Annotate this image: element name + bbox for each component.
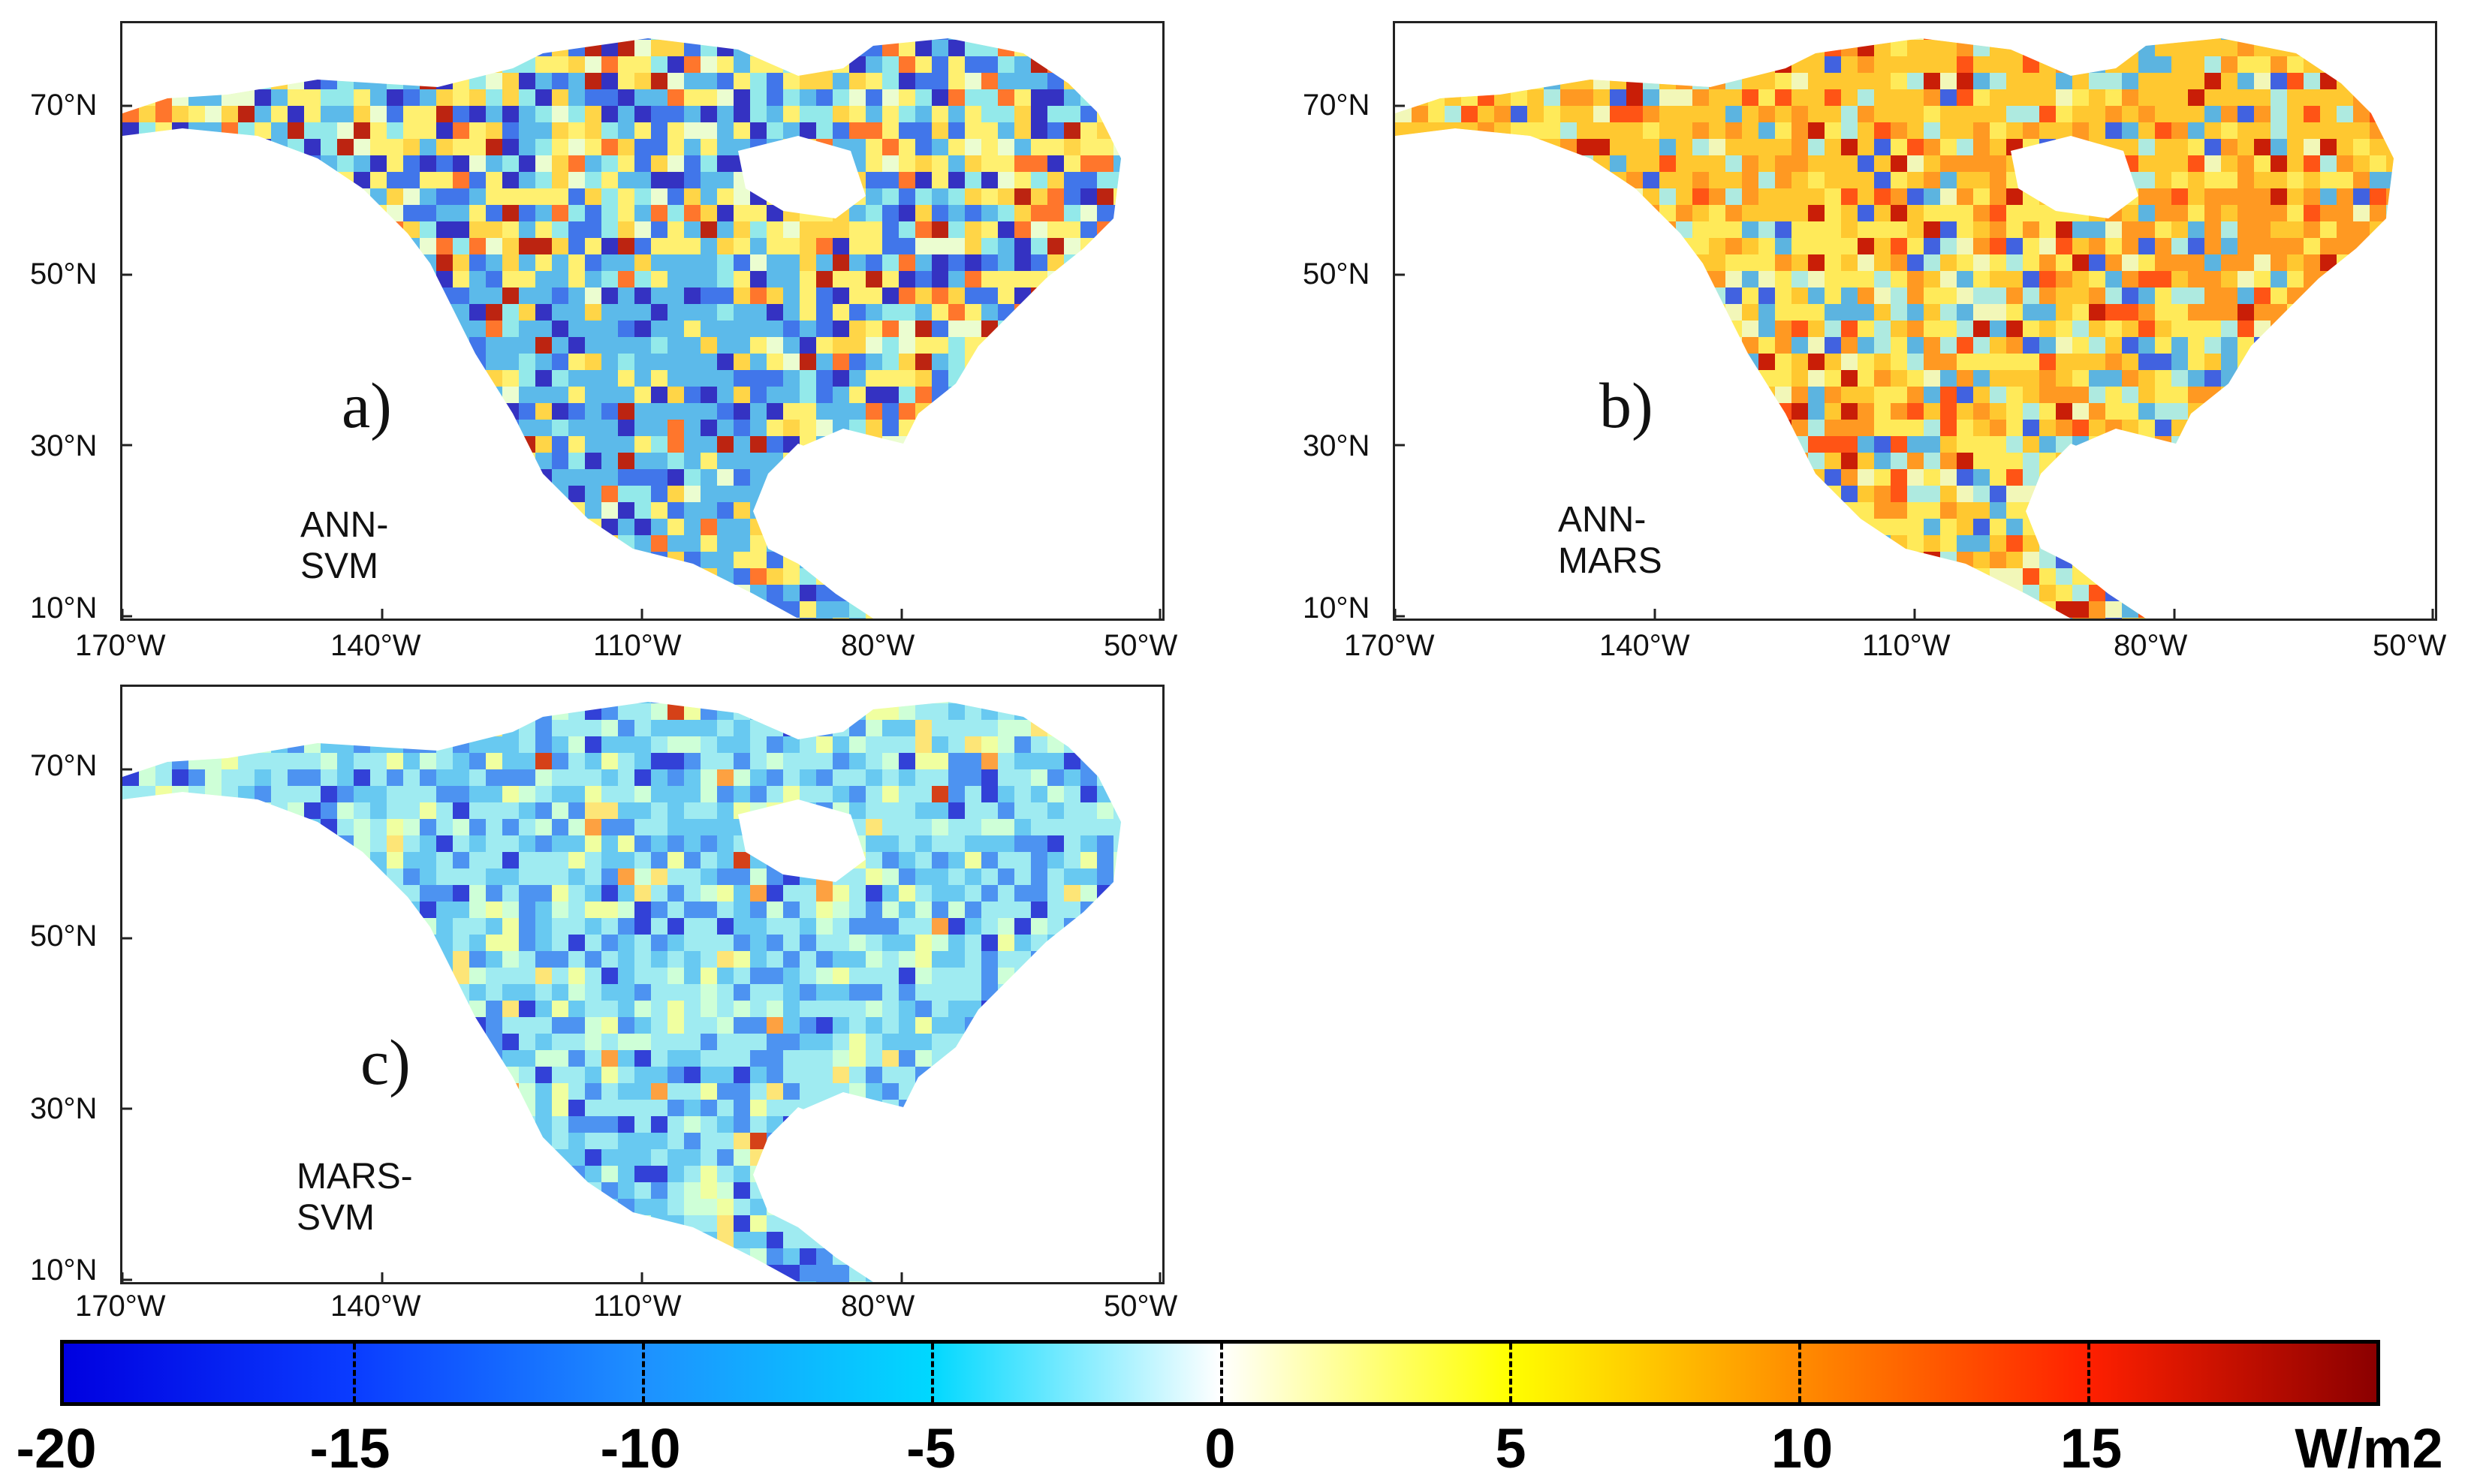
hudson-bay — [738, 799, 866, 882]
lat-label-10-c: 10°N — [30, 1254, 98, 1287]
colorbar-label-neg20: -20 — [16, 1417, 97, 1479]
lon-label-140-b: 140°W — [1599, 629, 1690, 662]
colorbar-divider-2 — [642, 1344, 645, 1402]
map-ann-svm — [120, 21, 1165, 621]
map-c-land — [122, 702, 1121, 1282]
lat-label-30-a: 30°N — [30, 429, 98, 462]
lon-label-50-b: 50°W — [2373, 629, 2447, 662]
panel-a-name: ANN-SVM — [300, 505, 389, 586]
lat-label-70-a: 70°N — [30, 89, 98, 122]
lat-label-70-c: 70°N — [30, 749, 98, 782]
lon-label-140-c: 140°W — [330, 1290, 421, 1323]
lat-label-70-b: 70°N — [1303, 89, 1370, 122]
lon-label-80-c: 80°W — [841, 1290, 915, 1323]
lon-label-110-a: 110°W — [593, 629, 682, 662]
lat-label-30-c: 30°N — [30, 1092, 98, 1125]
gulf-of-mexico — [2063, 429, 2176, 519]
map-c-ticks — [122, 768, 1162, 1282]
lon-label-170-c: 170°W — [75, 1290, 166, 1323]
colorbar-divider-6 — [1798, 1344, 1801, 1402]
gulf-of-mexico — [791, 1092, 903, 1182]
map-b-land — [1395, 38, 2394, 619]
lon-label-140-a: 140°W — [330, 629, 421, 662]
colorbar-divider-3 — [931, 1344, 934, 1402]
lat-label-10-a: 10°N — [30, 591, 98, 625]
lon-label-170-a: 170°W — [75, 629, 166, 662]
colorbar-label-5: 5 — [1495, 1417, 1526, 1479]
colorbar-label-0: 0 — [1204, 1417, 1236, 1479]
lat-label-50-a: 50°N — [30, 257, 98, 290]
panel-b-tag: b) — [1599, 369, 1653, 441]
hudson-bay — [738, 136, 866, 218]
map-a-land — [122, 38, 1121, 619]
map-a-svg — [122, 38, 1162, 619]
hudson-bay — [2011, 136, 2138, 218]
panel-b-name: ANN-MARS — [1558, 500, 1662, 581]
lon-label-80-a: 80°W — [841, 629, 915, 662]
map-a-ticks — [122, 104, 1162, 619]
map-ann-mars — [1393, 21, 2437, 621]
lon-label-170-b: 170°W — [1344, 629, 1435, 662]
colorbar-divider-1 — [353, 1344, 356, 1402]
panel-a-tag: a) — [342, 369, 392, 441]
colorbar-label-neg5: -5 — [906, 1417, 956, 1479]
lon-label-110-b: 110°W — [1862, 629, 1951, 662]
colorbar — [60, 1340, 2380, 1406]
map-c-svg — [122, 702, 1162, 1282]
colorbar-label-neg15: -15 — [309, 1417, 390, 1479]
colorbar-label-10: 10 — [1770, 1417, 1834, 1479]
colorbar-divider-5 — [1509, 1344, 1512, 1402]
map-b-svg — [1395, 38, 2434, 619]
colorbar-label-15: 15 — [2060, 1417, 2123, 1479]
colorbar-unit: W/m2 — [2295, 1417, 2443, 1479]
map-b-ticks — [1395, 104, 2434, 619]
lat-label-30-b: 30°N — [1303, 429, 1370, 462]
panel-c-name: MARS-SVM — [297, 1157, 413, 1238]
lon-label-50-a: 50°W — [1104, 629, 1178, 662]
lat-label-50-b: 50°N — [1303, 257, 1370, 290]
panel-c-tag: c) — [360, 1026, 411, 1098]
colorbar-divider-4 — [1220, 1344, 1223, 1402]
colorbar-divider-7 — [2087, 1344, 2090, 1402]
gulf-of-mexico — [791, 429, 903, 519]
lat-label-10-b: 10°N — [1303, 591, 1370, 625]
map-mars-svm — [120, 685, 1165, 1284]
colorbar-label-neg10: -10 — [600, 1417, 681, 1479]
lon-label-80-b: 80°W — [2114, 629, 2188, 662]
lon-label-50-c: 50°W — [1104, 1290, 1178, 1323]
lat-label-50-c: 50°N — [30, 920, 98, 953]
lon-label-110-c: 110°W — [593, 1290, 682, 1323]
